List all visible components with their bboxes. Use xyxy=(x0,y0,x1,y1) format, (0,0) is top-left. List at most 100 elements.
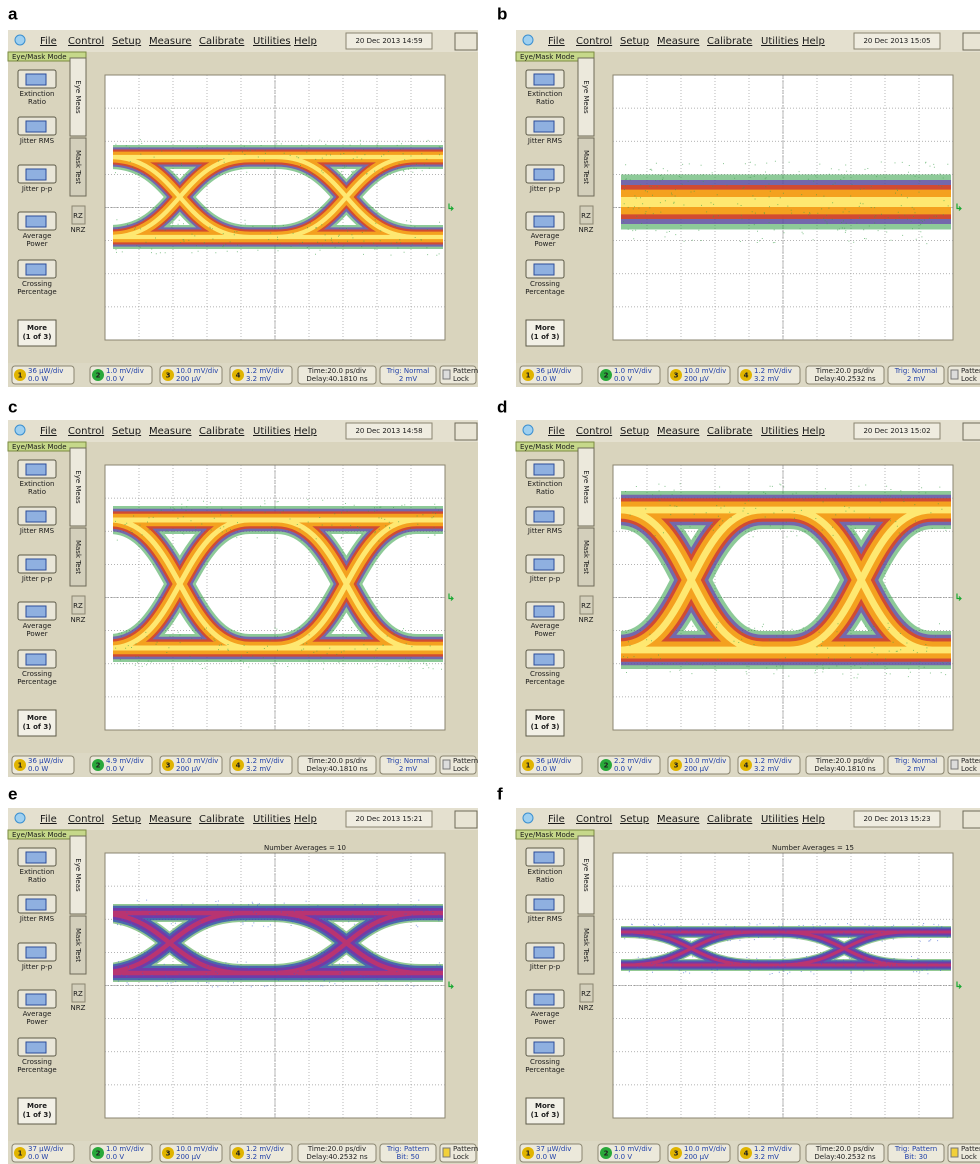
channel-scale: 37 µW/div xyxy=(536,1145,571,1153)
minimize-button[interactable] xyxy=(963,33,980,50)
channel-scale: 1.2 mV/div xyxy=(246,757,284,765)
timebase: Time:20.0 ps/div xyxy=(307,757,366,765)
menu-item[interactable]: Control xyxy=(576,36,612,47)
button-label: Power xyxy=(534,240,555,248)
button-label: Power xyxy=(26,630,47,638)
channel-scale: 1.0 mV/div xyxy=(614,367,652,375)
minimize-button[interactable] xyxy=(963,423,980,440)
button-label: Crossing xyxy=(22,1058,52,1066)
panel-label: a xyxy=(8,4,18,23)
rz-label: RZ xyxy=(73,212,83,220)
button-label: Extinction xyxy=(20,90,55,98)
panel-label: c xyxy=(8,397,17,416)
menu-item[interactable]: Calibrate xyxy=(199,426,244,437)
menu-item[interactable]: Utilities xyxy=(761,426,799,437)
lock-icon xyxy=(443,760,450,769)
nrz-label: NRZ xyxy=(579,226,594,234)
lock-label: Pattern xyxy=(453,757,478,765)
menu-item[interactable]: Utilities xyxy=(761,814,799,825)
channel-offset: 3.2 mV xyxy=(754,375,779,383)
menu-item[interactable]: Setup xyxy=(112,426,141,437)
menu-item[interactable]: File xyxy=(548,426,565,437)
lock-label: Lock xyxy=(961,765,978,773)
button-label: Ratio xyxy=(28,488,46,496)
trigger: Trig: Normal xyxy=(894,757,937,765)
more-label: (1 of 3) xyxy=(23,333,52,341)
button-label: Ratio xyxy=(28,98,46,106)
channel-id: 3 xyxy=(166,372,171,380)
menu-item[interactable]: Utilities xyxy=(253,36,291,47)
menu-item[interactable]: Setup xyxy=(112,36,141,47)
button-label: Jitter RMS xyxy=(19,137,55,145)
menu-item[interactable]: Control xyxy=(576,426,612,437)
menu-item[interactable]: Setup xyxy=(620,426,649,437)
menu-item[interactable]: Help xyxy=(294,814,317,825)
menu-item[interactable]: Setup xyxy=(620,814,649,825)
button-label: Percentage xyxy=(17,1066,56,1074)
delay: Delay:40.2532 ns xyxy=(814,375,876,383)
lock-label: Lock xyxy=(961,1153,978,1161)
menu-item[interactable]: File xyxy=(548,814,565,825)
menu-item[interactable]: Help xyxy=(802,814,825,825)
menu-item[interactable]: Control xyxy=(68,426,104,437)
menu-item[interactable]: Control xyxy=(576,814,612,825)
scope-screen: File Control Setup Measure Calibrate Utilitie… xyxy=(8,30,478,387)
menu-item[interactable]: Utilities xyxy=(761,36,799,47)
menu-item[interactable]: Help xyxy=(802,36,825,47)
sun-icon xyxy=(15,425,25,435)
minimize-button[interactable] xyxy=(455,33,477,50)
button-icon xyxy=(534,559,554,570)
menu-item[interactable]: Utilities xyxy=(253,426,291,437)
menu-item[interactable]: Measure xyxy=(149,426,192,437)
channel-id: 4 xyxy=(744,1150,749,1158)
menu-item[interactable]: Measure xyxy=(657,814,700,825)
menu-item[interactable]: Calibrate xyxy=(199,814,244,825)
button-label: Jitter RMS xyxy=(527,527,563,535)
date: 20 Dec 2013 15:02 xyxy=(863,427,930,435)
rz-label: RZ xyxy=(581,602,591,610)
nrz-label: NRZ xyxy=(71,616,86,624)
button-label: Extinction xyxy=(20,480,55,488)
menu-item[interactable]: File xyxy=(548,36,565,47)
delay: Delay:40.2532 ns xyxy=(306,1153,368,1161)
menu-item[interactable]: Calibrate xyxy=(199,36,244,47)
lock-icon xyxy=(443,370,450,379)
tab-label: Mask Test xyxy=(74,928,82,962)
more-label: (1 of 3) xyxy=(531,723,560,731)
menu-item[interactable]: Measure xyxy=(657,426,700,437)
scope-screen: File Control Setup Measure Calibrate Utilitie… xyxy=(516,420,980,777)
menu-item[interactable]: Control xyxy=(68,814,104,825)
menu-item[interactable]: File xyxy=(40,36,57,47)
minimize-button[interactable] xyxy=(455,811,477,828)
button-label: Jitter RMS xyxy=(527,915,563,923)
menu-item[interactable]: Utilities xyxy=(253,814,291,825)
menu-item[interactable]: Calibrate xyxy=(707,814,752,825)
lock-icon xyxy=(443,1148,450,1157)
minimize-button[interactable] xyxy=(963,811,980,828)
button-label: Percentage xyxy=(17,288,56,296)
menu-item[interactable]: Control xyxy=(68,36,104,47)
menu-item[interactable]: Help xyxy=(294,36,317,47)
minimize-button[interactable] xyxy=(455,423,477,440)
channel-scale: 1.2 mV/div xyxy=(754,757,792,765)
menu-item[interactable]: Setup xyxy=(620,36,649,47)
menu-item[interactable]: Measure xyxy=(149,36,192,47)
menu-item[interactable]: File xyxy=(40,814,57,825)
channel-id: 3 xyxy=(166,1150,171,1158)
channel-scale: 36 µW/div xyxy=(536,367,571,375)
mode: Eye/Mask Mode xyxy=(12,443,67,451)
channel-offset: 200 µV xyxy=(176,765,201,773)
menu-item[interactable]: Calibrate xyxy=(707,426,752,437)
menu-item[interactable]: Help xyxy=(294,426,317,437)
menu-item[interactable]: Help xyxy=(802,426,825,437)
menu-item[interactable]: Measure xyxy=(149,814,192,825)
menu-item[interactable]: Calibrate xyxy=(707,36,752,47)
trigger-detail: 2 mV xyxy=(399,765,417,773)
channel-offset: 0.0 W xyxy=(28,1153,48,1161)
menu-item[interactable]: Measure xyxy=(657,36,700,47)
button-label: Crossing xyxy=(22,280,52,288)
menu-item[interactable]: Setup xyxy=(112,814,141,825)
button-label: Power xyxy=(534,630,555,638)
menu-item[interactable]: File xyxy=(40,426,57,437)
button-icon xyxy=(534,606,554,617)
